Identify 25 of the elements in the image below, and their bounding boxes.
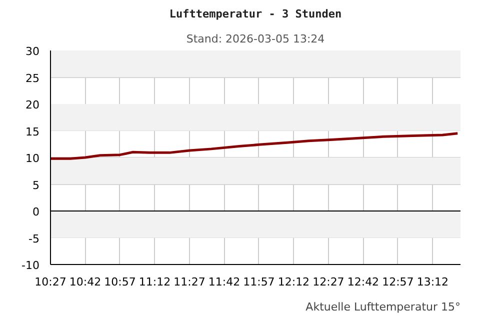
text: Aktuelle Lufttemperatur 15° [306,300,461,314]
x-tick-label: 10:42 [69,276,102,288]
y-tick-label: 0 [32,206,40,218]
y-tick-label: 5 [32,178,40,192]
x-tick-label: 12:27 [312,276,344,288]
x-tick-label: 10:57 [104,276,136,288]
x-tick-label: 12:42 [347,276,380,288]
y-tick-label: -5 [28,232,40,246]
y-tick-label: 20 [26,98,40,112]
y-tick-label: 25 [26,72,40,85]
x-tick-label: 11:57 [243,276,275,288]
line-series [50,132,459,160]
x-tick-label: 11:12 [138,276,171,288]
x-tick-label: 10:27 [34,276,66,288]
y-tick-label: 10 [26,152,40,165]
x-tick-label: 13:12 [416,276,449,288]
chart-title: Lufttemperatur - 3 Stunden [169,8,342,20]
x-tick-label: 11:42 [208,276,240,288]
y-tick-label: 15 [26,125,40,138]
chart-subtitle: Stand: 2026-03-05 13:24 [186,32,325,46]
x-tick-label: 12:12 [278,276,310,288]
x-tick-label: 11:27 [174,276,206,288]
y-tick-label: -10 [22,259,40,272]
y-tick-label: 30 [26,45,40,58]
x-tick-label: 12:57 [382,276,414,288]
